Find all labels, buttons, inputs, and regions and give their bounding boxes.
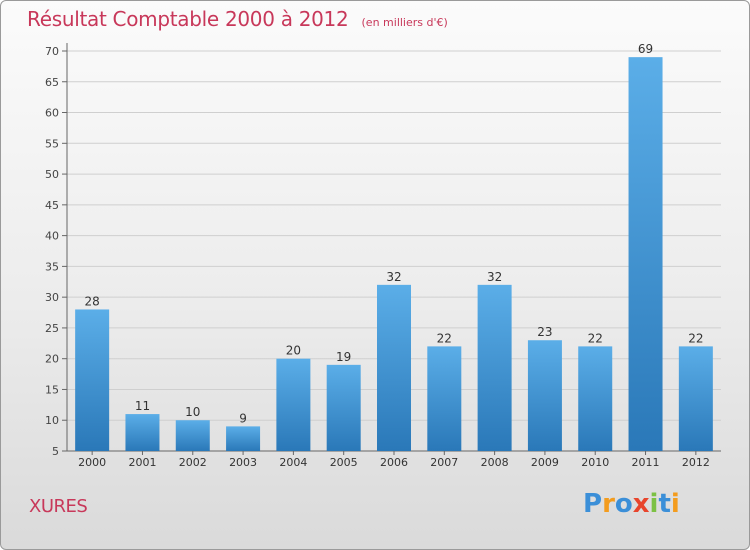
title-subtitle: (en milliers d'€) <box>361 16 448 29</box>
y-tick-label: 15 <box>45 383 59 396</box>
x-tick-label: 2001 <box>128 456 156 469</box>
y-tick-label: 5 <box>52 445 59 458</box>
x-tick-label: 2006 <box>380 456 408 469</box>
y-tick-label: 45 <box>45 199 59 212</box>
y-tick-label: 60 <box>45 107 59 120</box>
y-tick-label: 50 <box>45 168 59 181</box>
y-tick-label: 25 <box>45 322 59 335</box>
y-tick-label: 65 <box>45 76 59 89</box>
bar-2012 <box>678 346 713 451</box>
x-tick-label: 2007 <box>430 456 458 469</box>
logo-letter: P <box>583 489 603 519</box>
x-tick-label: 2010 <box>581 456 609 469</box>
data-label: 22 <box>588 331 603 345</box>
proxiti-logo[interactable]: Proxiti <box>583 489 680 519</box>
x-tick-label: 2000 <box>78 456 106 469</box>
data-label: 32 <box>487 270 502 284</box>
x-tick-label: 2002 <box>179 456 207 469</box>
logo-letter: o <box>614 489 633 519</box>
bar-2002 <box>175 420 210 451</box>
y-tick-label: 55 <box>45 137 59 150</box>
bar-2001 <box>125 414 160 451</box>
data-label: 22 <box>437 331 452 345</box>
bar-2000 <box>75 309 110 451</box>
data-label: 10 <box>185 405 200 419</box>
bar-2004 <box>276 358 311 451</box>
data-label: 11 <box>135 399 150 413</box>
commune-name: XURES <box>29 496 88 517</box>
y-tick-label: 30 <box>45 291 59 304</box>
bar-2003 <box>226 426 261 451</box>
y-tick-label: 40 <box>45 230 59 243</box>
data-label: 69 <box>638 42 653 56</box>
x-tick-label: 2009 <box>531 456 559 469</box>
bar-2008 <box>477 284 512 451</box>
logo-letter: i <box>649 489 659 519</box>
bar-2011 <box>628 57 663 452</box>
x-tick-label: 2003 <box>229 456 257 469</box>
data-label: 22 <box>688 331 703 345</box>
data-label: 32 <box>386 270 401 284</box>
data-label: 23 <box>537 325 552 339</box>
y-tick-label: 35 <box>45 260 59 273</box>
x-tick-label: 2005 <box>330 456 358 469</box>
data-label: 20 <box>286 344 301 358</box>
x-tick-label: 2012 <box>682 456 710 469</box>
logo-letter: x <box>632 489 650 519</box>
logo-letter: t <box>658 489 671 519</box>
x-tick-label: 2004 <box>279 456 307 469</box>
logo-letter: r <box>602 489 615 519</box>
logo-letter: i <box>670 489 680 519</box>
bar-2005 <box>326 364 361 451</box>
bar-2010 <box>578 346 613 451</box>
chart-title: Résultat Comptable 2000 à 2012 (en milli… <box>27 7 448 31</box>
data-label: 9 <box>239 411 247 425</box>
bar-2009 <box>527 340 562 451</box>
data-label: 28 <box>85 294 100 308</box>
title-main: Résultat Comptable 2000 à 2012 <box>27 7 349 31</box>
y-tick-label: 10 <box>45 414 59 427</box>
data-label: 19 <box>336 350 351 364</box>
x-tick-label: 2011 <box>632 456 660 469</box>
bar-2006 <box>377 284 411 451</box>
y-tick-label: 70 <box>45 45 59 58</box>
y-tick-label: 20 <box>45 353 59 366</box>
x-tick-label: 2008 <box>481 456 509 469</box>
bar-2007 <box>427 346 462 451</box>
